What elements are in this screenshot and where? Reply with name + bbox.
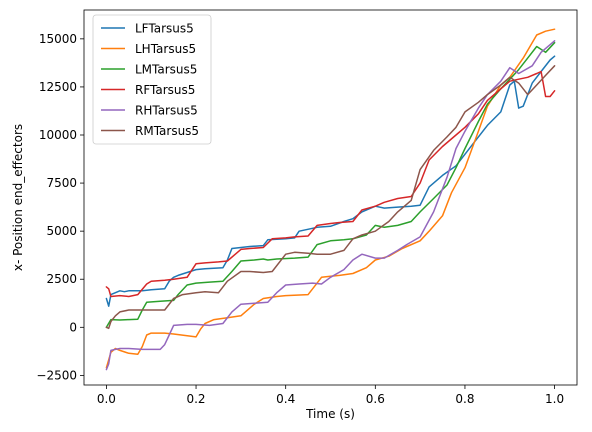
x-axis: 0.0 0.2 0.4 0.6 0.8 1.0 xyxy=(97,385,564,406)
legend-label: LFTarsus5 xyxy=(135,22,194,36)
series-line-rmtarsus5 xyxy=(105,65,556,330)
legend-label: RFTarsus5 xyxy=(135,83,195,97)
legend: LFTarsus5 LHTarsus5 LMTarsus5 RFTarsus5 RHTa… xyxy=(92,14,212,145)
x-tick-label: 0.0 xyxy=(97,392,116,406)
y-axis-label: x- Position end_effectors xyxy=(11,124,25,271)
legend-label: LHTarsus5 xyxy=(135,42,196,56)
legend-label: LMTarsus5 xyxy=(135,63,197,77)
legend-label: RHTarsus5 xyxy=(135,104,198,118)
y-tick-label: 7500 xyxy=(46,176,77,190)
x-axis-label: Time (s) xyxy=(305,407,355,421)
y-tick-label: 15000 xyxy=(39,32,77,46)
legend-box xyxy=(92,14,212,145)
x-tick-label: 0.4 xyxy=(276,392,295,406)
series-line-rftarsus5 xyxy=(105,70,556,298)
y-tick-label: 2500 xyxy=(46,272,77,286)
x-tick-label: 0.2 xyxy=(186,392,205,406)
x-tick-label: 0.8 xyxy=(455,392,474,406)
y-tick-label: −2500 xyxy=(36,368,77,382)
y-tick-label: 12500 xyxy=(39,80,77,94)
y-tick-label: 0 xyxy=(69,320,77,334)
y-axis: −2500 0 2500 5000 7500 10000 12500 15000 xyxy=(36,32,84,382)
legend-label: RMTarsus5 xyxy=(135,124,199,138)
series-line-lmtarsus5 xyxy=(105,41,556,329)
y-tick-label: 5000 xyxy=(46,224,77,238)
series-line-lftarsus5 xyxy=(105,55,556,307)
y-tick-label: 10000 xyxy=(39,128,77,142)
series-line-lhtarsus5 xyxy=(105,28,556,369)
x-tick-label: 1.0 xyxy=(545,392,564,406)
x-tick-label: 0.6 xyxy=(366,392,385,406)
plot-frame xyxy=(83,9,578,386)
series-layer xyxy=(105,28,556,371)
series-line-rhtarsus5 xyxy=(105,40,556,371)
